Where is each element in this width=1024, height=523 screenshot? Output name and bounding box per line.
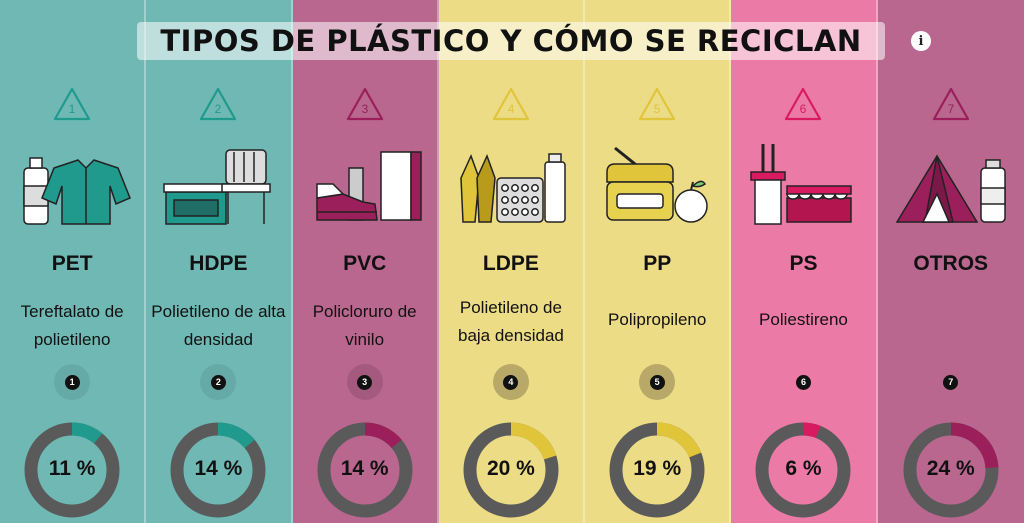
plastic-name: Policloruro de vinilo [312, 302, 417, 349]
triangle-number: 1 [69, 102, 76, 116]
number-button[interactable]: 4 [492, 364, 529, 400]
number-label: 5 [649, 374, 665, 390]
page-title: TIPOS DE PLÁSTICO Y CÓMO SE RECICLAN [160, 24, 862, 58]
percent-label: 14 % [194, 457, 243, 480]
number-label: 2 [210, 374, 226, 390]
plastic-column[interactable]: 2 HDPE Polietileno de alta densidad 2 14 % [146, 0, 293, 523]
number-label: 4 [503, 374, 519, 390]
percent-donut [903, 422, 999, 518]
triangle-number: 4 [508, 102, 515, 116]
donut-fill [317, 422, 413, 518]
recycle-triangle-icon: 1 [54, 87, 91, 121]
cutlery-and-egg-carton-icon [750, 144, 853, 225]
recycle-triangle-icon: 2 [200, 87, 237, 121]
number-label: 7 [943, 374, 959, 390]
triangle-number: 2 [215, 102, 222, 116]
plastic-column[interactable]: 7 OTROS 7 24 % [877, 0, 1024, 523]
plastic-column[interactable]: 6 PS Poliestireno 6 6 % [731, 0, 878, 523]
number-label: 3 [357, 374, 373, 390]
recycle-triangle-icon: 4 [492, 87, 530, 121]
plastic-code: PS [789, 252, 818, 275]
plastic-code: OTROS [913, 252, 989, 275]
number-button[interactable]: 2 [200, 364, 237, 400]
percent-donut [317, 422, 413, 518]
recycle-triangle-icon: 6 [785, 87, 822, 121]
plastic-code: LDPE [482, 252, 539, 275]
bags-and-blister-icon [460, 153, 566, 223]
recycle-triangle-icon: 5 [639, 87, 676, 121]
donut-fill [609, 422, 705, 518]
donut-fill [170, 422, 266, 518]
recycle-triangle-icon: 7 [932, 87, 969, 121]
percent-label: 20 % [486, 457, 535, 480]
plastic-column[interactable]: 3 PVC Policloruro de vinilo 3 14 % [292, 0, 439, 523]
plastic-code: PVC [343, 252, 387, 275]
plastic-name: Polietileno de baja densidad [457, 298, 564, 345]
number-button[interactable]: 3 [346, 364, 383, 400]
donut-fill [903, 422, 999, 518]
number-button[interactable]: 7 [932, 364, 969, 400]
number-label: 6 [795, 374, 811, 390]
percent-label: 11 % [48, 457, 96, 480]
plastic-code: PP [643, 252, 672, 275]
number-button[interactable]: 5 [639, 364, 676, 400]
plastic-column[interactable]: 4 LDPE Polietileno de baja densidad 4 20 % [438, 0, 586, 523]
number-button[interactable]: 6 [785, 364, 822, 400]
percent-label: 24 % [926, 457, 975, 480]
number-label: 1 [64, 374, 80, 390]
percent-label: 19 % [633, 457, 682, 480]
plastic-code: HDPE [189, 252, 248, 275]
triangle-number: 7 [947, 102, 954, 116]
donut-fill [463, 422, 559, 518]
plastic-column[interactable]: 1 PET Tereftalato de polietileno 1 11 % [0, 0, 147, 523]
percent-donut [170, 422, 266, 518]
percent-donut [463, 422, 559, 518]
percent-label: 14 % [340, 457, 389, 480]
bottle-and-jacket-icon [23, 157, 132, 225]
plastic-name: Tereftalato de polietileno [20, 302, 124, 349]
plastic-name: Polipropileno [608, 310, 707, 329]
plastic-name: Polietileno de alta densidad [151, 302, 286, 349]
triangle-number: 3 [361, 102, 368, 116]
percent-donut [24, 422, 120, 518]
lunchbox-and-apple-icon [606, 146, 708, 223]
donut-fill [24, 422, 120, 518]
recycle-triangle-icon: 3 [346, 87, 383, 121]
tent-and-bottle-icon [895, 154, 1006, 223]
plastic-name: Poliestireno [759, 310, 848, 329]
percent-donut [609, 422, 705, 518]
percent-donut [755, 422, 851, 518]
shoe-and-pipes-icon [315, 151, 422, 221]
percent-label: 6 % [785, 457, 822, 480]
info-icon[interactable]: i [911, 31, 931, 51]
number-button[interactable]: 1 [54, 364, 91, 400]
plastic-column[interactable]: 5 PP Polipropileno 5 19 % [585, 0, 732, 523]
title-banner: TIPOS DE PLÁSTICO Y CÓMO SE RECICLAN [137, 22, 885, 60]
plastic-code: PET [51, 252, 93, 275]
donut-fill [755, 422, 851, 518]
triangle-number: 5 [654, 102, 661, 116]
crate-and-chair-icon [163, 149, 272, 225]
triangle-number: 6 [800, 102, 807, 116]
